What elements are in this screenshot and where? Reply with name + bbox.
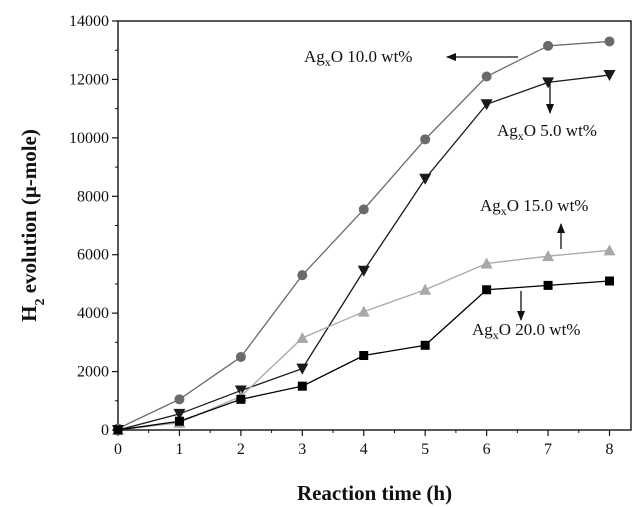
x-tick-label: 5 bbox=[421, 441, 429, 458]
annotation-label-a10: AgxO 10.0 wt% bbox=[304, 47, 412, 69]
data-point-s10 bbox=[420, 134, 431, 145]
data-point-s10 bbox=[235, 351, 246, 362]
series-line-s10 bbox=[117, 40, 610, 430]
annotation-label-a5: AgxO 5.0 wt% bbox=[497, 121, 597, 143]
series-s10 bbox=[113, 36, 615, 434]
data-point-s20 bbox=[236, 394, 246, 404]
data-point-s10 bbox=[358, 204, 369, 215]
data-point-s10 bbox=[543, 40, 554, 51]
axes: 0 1 2 3 4 5 6 7 8 0 2000 4000 6000 8000 10000 12000 1400… bbox=[17, 13, 632, 505]
data-point-s15 bbox=[296, 331, 309, 343]
y-tick-label: 14000 bbox=[69, 13, 109, 30]
y-tick-label: 10000 bbox=[69, 130, 109, 147]
y-tick-label: 4000 bbox=[77, 305, 109, 322]
annotation-a20: AgxO 20.0 wt% bbox=[472, 291, 580, 342]
annotation-label-a20: AgxO 20.0 wt% bbox=[472, 320, 580, 342]
x-tick-label: 7 bbox=[544, 441, 552, 458]
x-tick-label: 8 bbox=[605, 441, 613, 458]
y-tick-label: 12000 bbox=[69, 71, 109, 88]
data-point-s20 bbox=[359, 351, 369, 361]
series-line-s15 bbox=[117, 249, 610, 431]
x-tick-label: 4 bbox=[360, 441, 368, 458]
annotation-label-a15: AgxO 15.0 wt% bbox=[480, 196, 588, 218]
data-point-s10 bbox=[174, 394, 185, 405]
x-tick-label: 2 bbox=[237, 441, 245, 458]
data-point-s5 bbox=[480, 99, 493, 111]
data-point-s20 bbox=[482, 285, 492, 295]
plot-frame bbox=[117, 20, 632, 431]
data-point-s15 bbox=[542, 250, 555, 262]
x-axis-title: Reaction time (h) bbox=[297, 481, 452, 505]
data-point-s20 bbox=[174, 416, 184, 426]
annotation-layer: AgxO 10.0 wt% AgxO 5.0 wt% AgxO 15.0 wt% Ag… bbox=[304, 47, 597, 342]
data-point-s20 bbox=[113, 425, 123, 435]
y-tick-label: 6000 bbox=[77, 247, 109, 264]
annotation-a5: AgxO 5.0 wt% bbox=[497, 82, 597, 143]
x-tick-label: 1 bbox=[175, 441, 183, 458]
x-tick-label: 3 bbox=[298, 441, 306, 458]
data-point-s15 bbox=[603, 244, 616, 256]
data-point-s15 bbox=[357, 305, 370, 317]
series-s20 bbox=[113, 276, 614, 435]
y-tick-label: 8000 bbox=[77, 188, 109, 205]
data-point-s10 bbox=[481, 71, 492, 82]
data-point-s20 bbox=[543, 280, 553, 290]
series-layer bbox=[112, 36, 616, 436]
data-point-s5 bbox=[173, 408, 186, 420]
data-point-s10 bbox=[297, 270, 308, 281]
data-point-s15 bbox=[480, 257, 493, 269]
data-point-s20 bbox=[297, 381, 307, 391]
annotation-a15: AgxO 15.0 wt% bbox=[480, 196, 588, 249]
data-point-s5 bbox=[296, 363, 309, 375]
data-point-s5 bbox=[419, 173, 432, 185]
data-point-s10 bbox=[604, 36, 615, 47]
data-point-s20 bbox=[420, 340, 430, 350]
x-tick-label: 6 bbox=[483, 441, 491, 458]
data-point-s20 bbox=[604, 276, 614, 286]
data-point-s15 bbox=[419, 283, 432, 295]
annotation-a10: AgxO 10.0 wt% bbox=[304, 47, 518, 69]
data-point-s5 bbox=[603, 70, 616, 82]
y-tick-label: 2000 bbox=[77, 364, 109, 381]
data-point-s5 bbox=[357, 265, 370, 277]
y-axis-title: H2 evolution (μ-mole) bbox=[17, 129, 48, 322]
x-tick-label: 0 bbox=[114, 441, 122, 458]
y-tick-label: 0 bbox=[101, 422, 109, 439]
data-point-s5 bbox=[542, 77, 555, 89]
